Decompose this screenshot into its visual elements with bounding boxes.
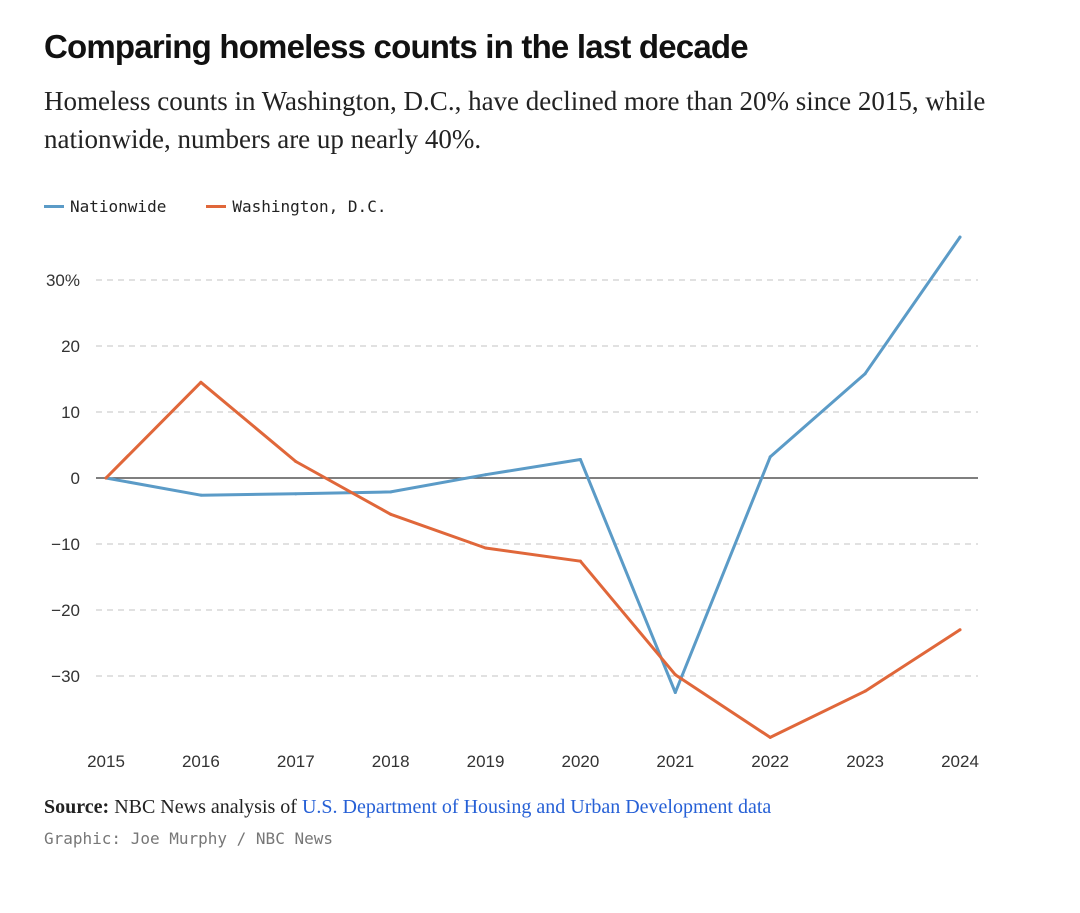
x-tick-label: 2022 xyxy=(751,752,789,771)
data-point xyxy=(294,460,298,463)
source-text: NBC News analysis of xyxy=(114,796,297,818)
y-tick-label: 10 xyxy=(61,403,80,422)
x-tick-label: 2024 xyxy=(941,752,979,771)
series-line-dc xyxy=(104,380,962,739)
data-point xyxy=(199,493,203,497)
x-tick-label: 2020 xyxy=(562,752,600,771)
data-point xyxy=(578,559,582,563)
legend-swatch-nationwide xyxy=(44,204,64,208)
data-point xyxy=(294,492,298,496)
data-point xyxy=(104,476,108,480)
legend-label-dc: Washington, D.C. xyxy=(232,196,387,216)
x-tick-label: 2018 xyxy=(372,752,410,771)
data-point xyxy=(199,380,203,384)
series-line-nationwide xyxy=(104,235,962,694)
y-tick-label: −20 xyxy=(51,601,80,620)
data-point xyxy=(768,735,772,739)
chart-title: Comparing homeless counts in the last de… xyxy=(44,28,749,65)
data-point xyxy=(673,673,677,677)
x-tick-label: 2019 xyxy=(467,752,505,771)
data-point xyxy=(863,372,867,376)
data-point xyxy=(484,546,488,550)
y-tick-label: 30% xyxy=(46,271,80,290)
x-tick-label: 2017 xyxy=(277,752,315,771)
y-tick-label: −10 xyxy=(51,535,80,554)
source-line: Source: NBC News analysis of U.S. Depart… xyxy=(44,796,771,819)
y-tick-label: 20 xyxy=(61,337,80,356)
data-point xyxy=(389,512,393,516)
legend: Nationwide Washington, D.C. xyxy=(44,195,426,217)
legend-swatch-dc xyxy=(206,204,227,208)
line-chart: 30% 20 10 0 −10 −20 −30 2015 2016 2017 2018 2019 202… xyxy=(46,235,979,771)
y-tick-label: 0 xyxy=(71,469,80,488)
x-tick-label: 2015 xyxy=(87,752,125,771)
data-point xyxy=(768,455,772,459)
data-point xyxy=(958,235,962,239)
data-point xyxy=(673,691,677,694)
legend-label-nationwide: Nationwide xyxy=(70,196,167,216)
legend-item-nationwide: Nationwide xyxy=(44,197,166,216)
x-tick-label: 2021 xyxy=(656,752,694,771)
y-tick-label: −30 xyxy=(51,667,80,686)
data-point xyxy=(863,689,867,693)
x-tick-label: 2023 xyxy=(846,752,884,771)
x-tick-label: 2016 xyxy=(182,752,220,771)
chart-subtitle: Homeless counts in Washington, D.C., hav… xyxy=(44,86,986,154)
data-point xyxy=(389,490,393,494)
data-point xyxy=(484,473,488,477)
data-point xyxy=(958,628,962,632)
data-point xyxy=(578,458,582,462)
source-link[interactable]: U.S. Department of Housing and Urban Dev… xyxy=(301,796,772,818)
credit-line: Graphic: Joe Murphy / NBC News xyxy=(44,829,333,848)
source-label: Source: xyxy=(44,796,110,818)
legend-item-dc: Washington, D.C. xyxy=(206,197,386,216)
